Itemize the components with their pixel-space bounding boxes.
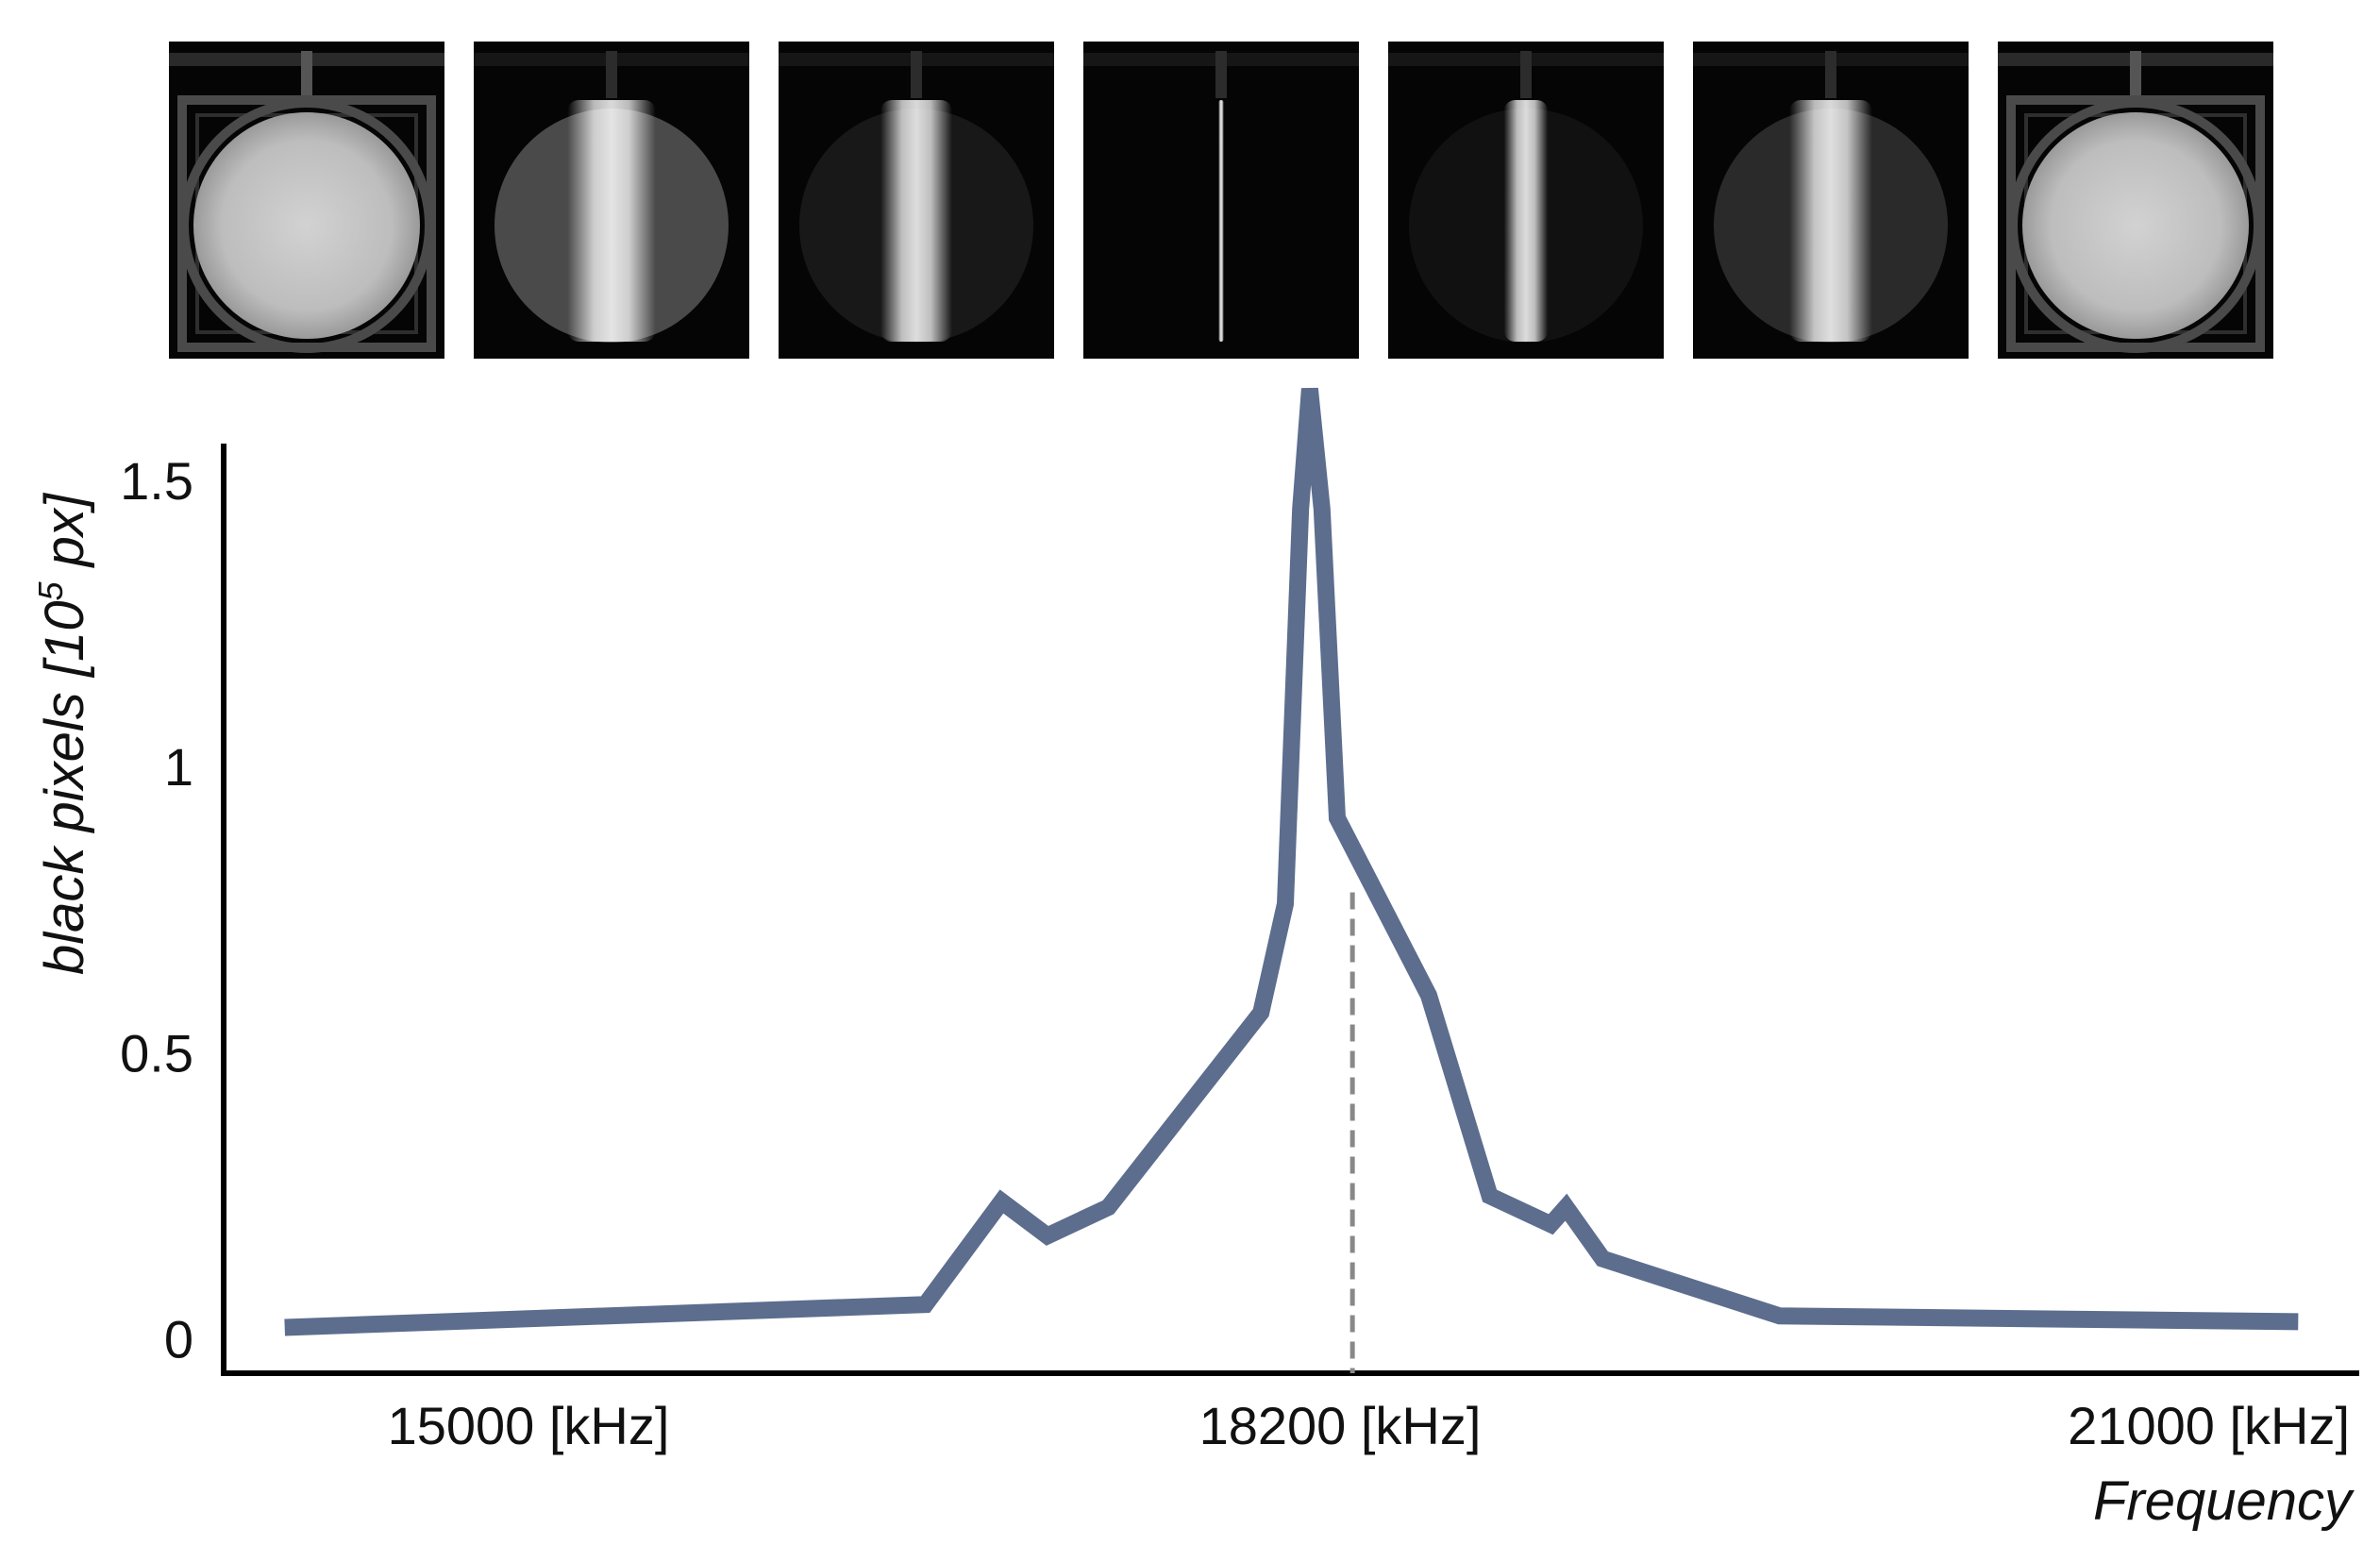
thumbnail-image — [1388, 42, 1664, 359]
thumbnail-image — [1998, 42, 2273, 359]
thumbnail-image — [169, 42, 444, 359]
thumbnail-strip — [169, 42, 2273, 359]
plot-area: 15000 [kHz] 18200 [kHz] 21000 [kHz] 0 0.5 1 1… — [31, 387, 2359, 1532]
y-tick-labels: 0 0.5 1 1.5 — [120, 451, 193, 1369]
y-axis-title: black pixels [105 px] — [31, 492, 95, 975]
x-tick-label: 21000 [kHz] — [2068, 1396, 2350, 1455]
y-tick-label: 1 — [164, 737, 193, 797]
x-tick-label: 15000 [kHz] — [388, 1396, 670, 1455]
thumbnail-image — [779, 42, 1054, 359]
thumbnail-image — [474, 42, 749, 359]
series-group — [284, 387, 2299, 1336]
y-tick-label: 0.5 — [120, 1023, 193, 1083]
y-tick-label: 1.5 — [120, 451, 193, 511]
thumbnail-image — [1083, 42, 1359, 359]
thumbnail-image — [1693, 42, 1969, 359]
y-axis-title-base: black pixels [10 — [34, 600, 95, 975]
x-axis-title: Frequency — [2093, 1470, 2355, 1532]
y-axis-title-unit: px] — [34, 492, 95, 581]
x-tick-label: 18200 [kHz] — [1199, 1396, 1482, 1455]
y-tick-label: 0 — [164, 1310, 193, 1369]
x-tick-labels: 15000 [kHz] 18200 [kHz] 21000 [kHz] — [388, 1396, 2350, 1455]
series-line — [284, 387, 2299, 1336]
y-axis-title-exponent: 5 — [31, 580, 70, 600]
